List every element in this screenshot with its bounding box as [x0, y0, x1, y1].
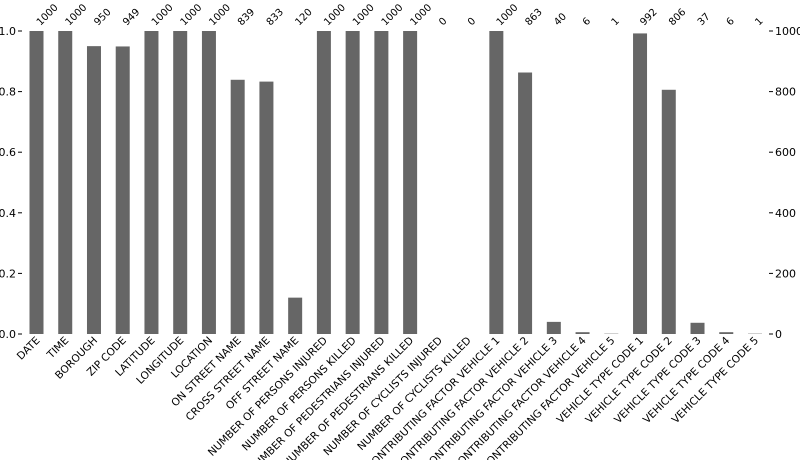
right-y-tick-label: 0 [775, 328, 782, 341]
value-label: 1000 [150, 2, 176, 28]
value-label: 37 [696, 11, 713, 28]
value-label: 1000 [207, 2, 233, 28]
value-label: 1000 [495, 2, 521, 28]
value-label: 806 [667, 7, 688, 28]
value-label: 1000 [179, 2, 205, 28]
value-label: 1 [753, 16, 765, 28]
left-y-tick-label: 0.6 [0, 146, 16, 159]
bar [202, 31, 216, 334]
value-label: 950 [92, 7, 113, 28]
left-y-tick-label: 0.2 [0, 267, 16, 280]
value-label: 1 [610, 16, 622, 28]
bar [662, 90, 676, 334]
value-label: 0 [466, 16, 478, 28]
right-y-tick-label: 400 [775, 207, 796, 220]
value-label: 833 [265, 7, 286, 28]
bar [87, 46, 101, 334]
value-label: 1000 [380, 2, 406, 28]
bar [317, 31, 331, 334]
value-label: 992 [638, 7, 659, 28]
value-label: 120 [294, 7, 315, 28]
bar [691, 323, 705, 334]
bar [547, 322, 561, 334]
value-label: 1000 [322, 2, 348, 28]
right-y-tick-label: 800 [775, 86, 796, 99]
right-y-tick-label: 1000 [775, 25, 800, 38]
bar [719, 332, 733, 334]
bar [518, 73, 532, 334]
bar [259, 82, 273, 334]
left-y-tick-label: 0.0 [0, 328, 16, 341]
left-y-axis: 0.0 0.2 0.4 0.6 0.8 1.0 [0, 25, 22, 341]
bar [288, 298, 302, 334]
right-y-tick-label: 600 [775, 146, 796, 159]
value-label: 6 [725, 16, 737, 28]
bar [173, 31, 187, 334]
x-tick-label: DATE [15, 335, 43, 363]
bar [346, 31, 360, 334]
left-y-tick-label: 0.4 [0, 207, 16, 220]
value-label: 1000 [64, 2, 90, 28]
value-label: 1000 [351, 2, 377, 28]
right-y-tick-label: 200 [775, 267, 796, 280]
value-label: 6 [581, 16, 593, 28]
value-label: 839 [236, 7, 257, 28]
bar [374, 31, 388, 334]
bar [116, 46, 130, 334]
bar [403, 31, 417, 334]
value-label: 863 [523, 7, 544, 28]
value-label: 1000 [408, 2, 434, 28]
right-y-axis: 0 200 400 600 800 1000 [769, 25, 800, 341]
bar [231, 80, 245, 334]
bar [576, 332, 590, 334]
bar [633, 33, 647, 334]
value-label: 1000 [35, 2, 61, 28]
value-label: 949 [121, 7, 142, 28]
value-label: 40 [552, 11, 569, 28]
bars-group [30, 31, 763, 334]
left-y-tick-label: 0.8 [0, 86, 16, 99]
bar [144, 31, 158, 334]
value-label: 0 [437, 16, 449, 28]
bar [58, 31, 72, 334]
left-y-tick-label: 1.0 [0, 25, 16, 38]
bar [489, 31, 503, 334]
bar [30, 31, 44, 334]
